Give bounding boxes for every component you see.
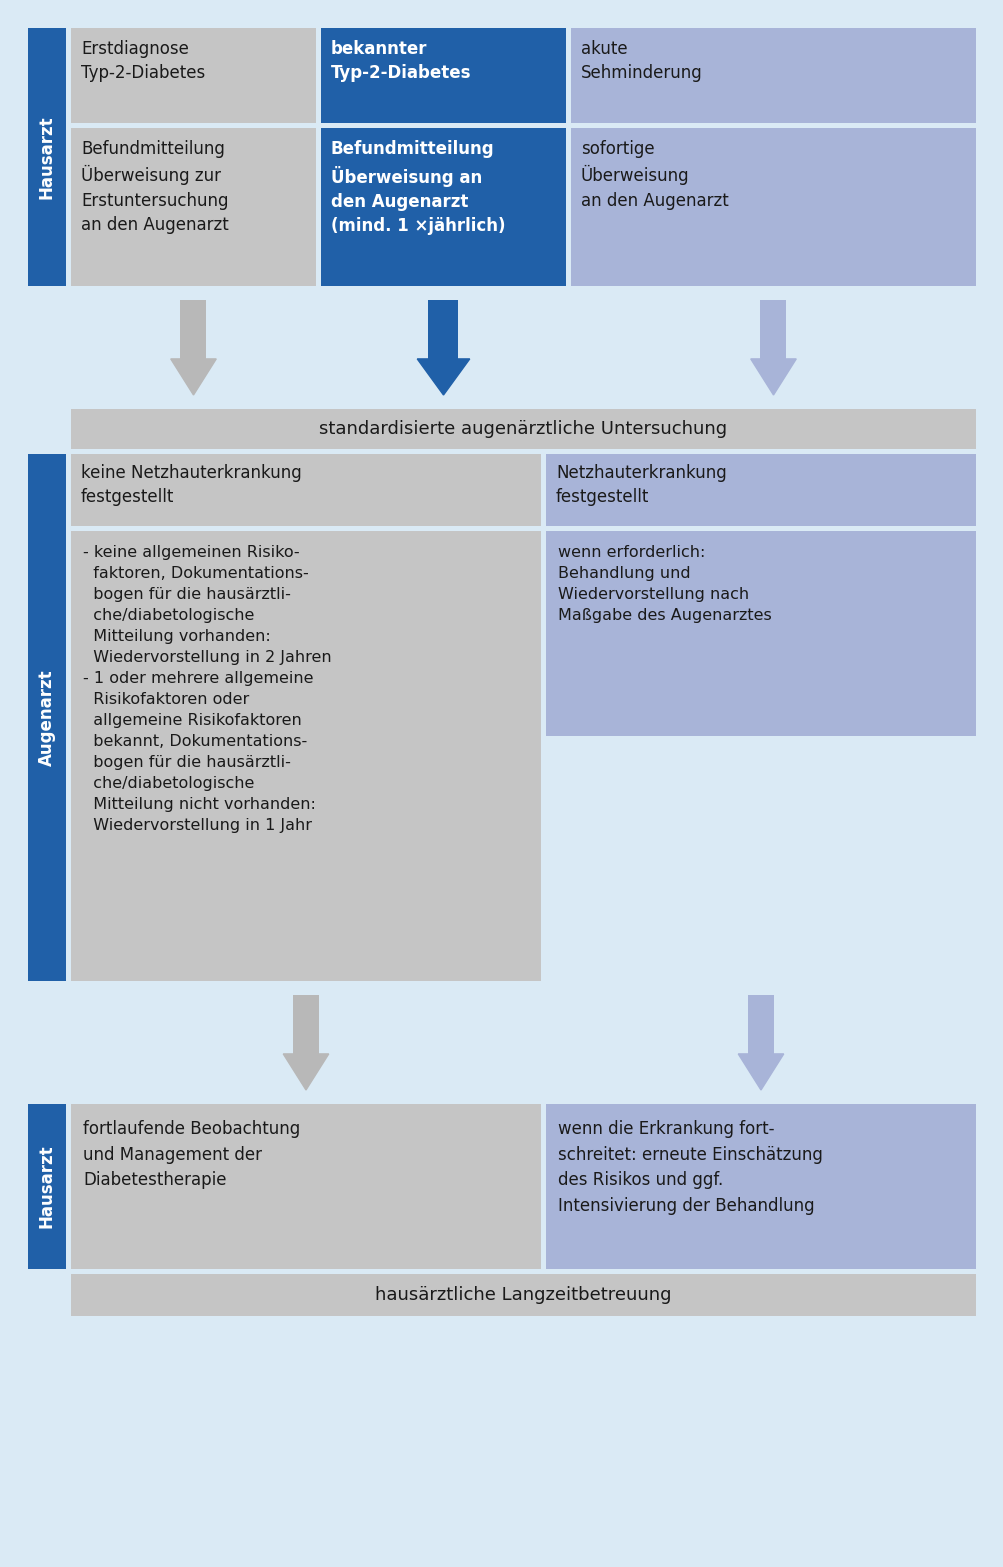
- Text: fortlaufende Beobachtung
und Management der
Diabetestherapie: fortlaufende Beobachtung und Management …: [83, 1120, 300, 1189]
- Text: bekannter
Typ-2-Diabetes: bekannter Typ-2-Diabetes: [331, 41, 471, 83]
- Bar: [71, 128, 316, 287]
- Bar: [546, 1105, 975, 1269]
- Text: Augenarzt: Augenarzt: [38, 669, 56, 766]
- Text: standardisierte augenärztliche Untersuchung: standardisierte augenärztliche Untersuch…: [319, 420, 727, 439]
- Bar: [571, 28, 975, 122]
- Bar: [747, 995, 773, 1055]
- Bar: [321, 128, 566, 287]
- Text: Hausarzt: Hausarzt: [38, 1144, 56, 1229]
- Bar: [71, 1274, 975, 1316]
- Text: Erstdiagnose
Typ-2-Diabetes: Erstdiagnose Typ-2-Diabetes: [81, 41, 205, 83]
- Bar: [71, 409, 975, 450]
- Polygon shape: [283, 1055, 328, 1091]
- Bar: [71, 531, 541, 981]
- Bar: [28, 28, 66, 287]
- Bar: [28, 454, 66, 981]
- Bar: [546, 454, 975, 527]
- Text: wenn erforderlich:
Behandlung und
Wiedervorstellung nach
Maßgabe des Augenarztes: wenn erforderlich: Behandlung und Wieder…: [558, 545, 771, 624]
- Polygon shape: [737, 1055, 783, 1091]
- Text: akute
Sehminderung: akute Sehminderung: [581, 41, 702, 83]
- Bar: [181, 299, 207, 359]
- Polygon shape: [171, 359, 216, 395]
- Bar: [321, 28, 566, 122]
- Text: keine Netzhauterkrankung
festgestellt: keine Netzhauterkrankung festgestellt: [81, 464, 302, 506]
- Bar: [759, 299, 785, 359]
- Text: - keine allgemeinen Risiko-
  faktoren, Dokumentations-
  bogen für die hausärzt: - keine allgemeinen Risiko- faktoren, Do…: [83, 545, 331, 834]
- Text: hausärztliche Langzeitbetreuung: hausärztliche Langzeitbetreuung: [375, 1287, 671, 1304]
- Bar: [293, 995, 319, 1055]
- Bar: [28, 1105, 66, 1269]
- Text: Hausarzt: Hausarzt: [38, 116, 56, 199]
- Text: Befundmitteilung
Überweisung an
den Augenarzt
(mind. 1 ×jährlich): Befundmitteilung Überweisung an den Auge…: [331, 139, 505, 235]
- Bar: [71, 28, 316, 122]
- Polygon shape: [417, 359, 469, 395]
- Bar: [71, 1105, 541, 1269]
- Polygon shape: [750, 359, 795, 395]
- Bar: [71, 454, 541, 527]
- Text: Netzhauterkrankung
festgestellt: Netzhauterkrankung festgestellt: [556, 464, 726, 506]
- Text: wenn die Erkrankung fort-
schreitet: erneute Einschätzung
des Risikos und ggf.
I: wenn die Erkrankung fort- schreitet: ern…: [558, 1120, 822, 1214]
- Bar: [571, 128, 975, 287]
- Text: Befundmitteilung
Überweisung zur
Erstuntersuchung
an den Augenarzt: Befundmitteilung Überweisung zur Erstunt…: [81, 139, 229, 233]
- Text: sofortige
Überweisung
an den Augenarzt: sofortige Überweisung an den Augenarzt: [581, 139, 728, 210]
- Bar: [428, 299, 458, 359]
- Bar: [546, 531, 975, 736]
